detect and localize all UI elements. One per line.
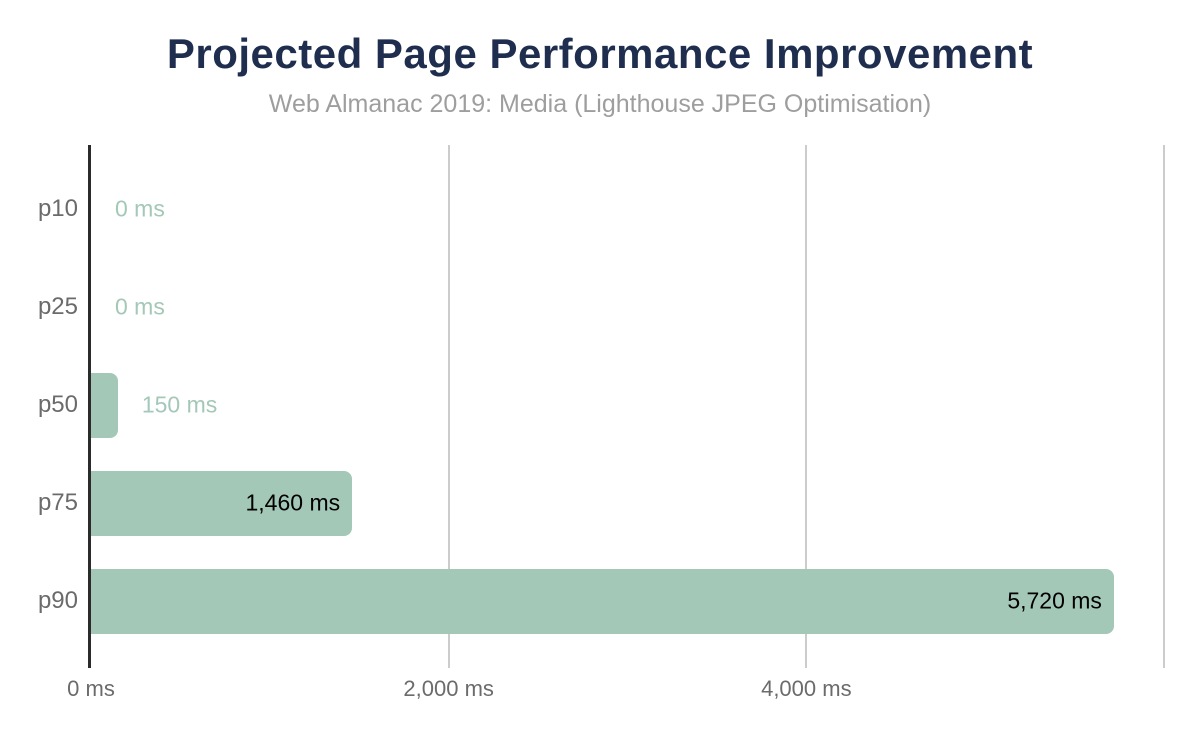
bar-value-label: 1,460 ms xyxy=(245,489,341,516)
y-axis-line xyxy=(88,145,91,668)
gridline xyxy=(805,145,808,668)
bar xyxy=(91,568,1114,634)
category-label: p10 xyxy=(37,195,78,222)
bar-value-label: 150 ms xyxy=(141,391,218,418)
gridline xyxy=(447,145,450,668)
category-label: p50 xyxy=(37,391,78,418)
category-label: p75 xyxy=(37,489,78,516)
category-label: p90 xyxy=(37,587,78,614)
bar xyxy=(91,470,353,536)
bar-value-label: 0 ms xyxy=(115,293,165,320)
bar xyxy=(91,372,118,438)
category-label: p25 xyxy=(37,293,78,320)
x-tick-label: 4,000 ms xyxy=(761,676,852,701)
bar-value-label: 5,720 ms xyxy=(1007,587,1102,614)
bar-value-label: 0 ms xyxy=(115,195,165,222)
chart-title: Projected Page Performance Improvement xyxy=(166,30,1034,77)
x-tick-label: 0 ms xyxy=(67,676,115,701)
chart-subtitle: Web Almanac 2019: Media (Lighthouse JPEG… xyxy=(268,90,932,118)
gridline xyxy=(1163,145,1165,668)
x-tick-label: 2,000 ms xyxy=(403,676,494,701)
